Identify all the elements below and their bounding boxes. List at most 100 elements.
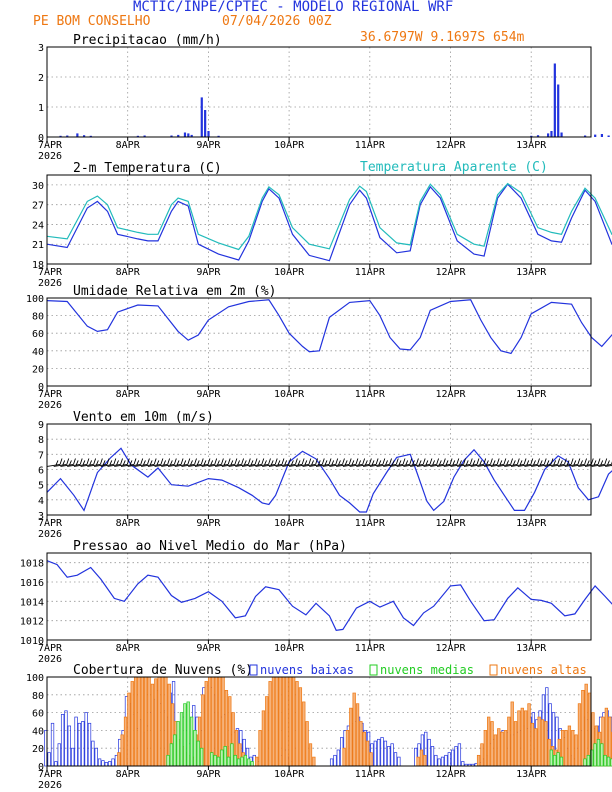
wind-barb-feather [200, 458, 204, 465]
wind-barb-shaft [484, 464, 498, 467]
wind-barb-feather [590, 458, 594, 465]
cloud-bar-nuvens-altas [154, 678, 158, 767]
wind-barb [436, 458, 453, 467]
cloud-bar-nuvens-baixas [47, 752, 51, 767]
cloud-bar-nuvens-medias [179, 712, 184, 767]
wind-barb-shaft [268, 464, 282, 467]
cloud-bar-nuvens-medias [243, 754, 248, 767]
wind-barb [94, 458, 110, 467]
cloud-bar-nuvens-altas [544, 721, 548, 767]
x-tick-label: 10APR [274, 769, 305, 780]
cloud-bar-nuvens-altas [524, 710, 528, 767]
wind-barb-shaft [53, 464, 67, 467]
wind-barb-feather [355, 458, 359, 465]
wind-barb-shaft [94, 464, 108, 467]
series-line [46, 299, 612, 355]
cloud-bar-nuvens-altas [278, 676, 282, 767]
x-tick-label: 7APR [38, 140, 63, 151]
wind-barb [410, 458, 426, 467]
wind-barb-feather [449, 458, 453, 465]
cloud-bar-nuvens-altas [500, 731, 504, 767]
wind-barb [517, 458, 534, 467]
wind-barb-feather [499, 460, 503, 466]
cloud-bar-nuvens-baixas [108, 761, 112, 767]
y-tick-label: 3 [38, 43, 44, 54]
wind-barb-feather [69, 460, 72, 466]
wind-barb-shaft [127, 464, 141, 467]
wind-barb-feather [550, 458, 554, 465]
x-tick-label: 13APR [516, 643, 547, 654]
wind-barb-feather [577, 458, 581, 465]
wind-barb-feather [102, 460, 106, 466]
cloud-bar-nuvens-altas [487, 716, 491, 767]
x-tick-label: 12APR [435, 389, 466, 400]
cloud-bar-nuvens-medias [559, 756, 564, 767]
wind-barb-feather [395, 458, 399, 465]
wind-barb-feather [485, 460, 489, 466]
x-tick-label: 7APR [38, 643, 63, 654]
wind-barb-shaft [430, 464, 444, 467]
wind-barb-feather [237, 460, 240, 466]
x-tick-label: 13APR [516, 267, 547, 278]
wind-barb-shaft [73, 464, 87, 467]
cloud-bar-nuvens-altas [493, 734, 498, 767]
cloud-bar-nuvens-altas [157, 676, 161, 767]
cloud-bar-nuvens-altas [490, 721, 494, 767]
wind-barb [215, 458, 231, 467]
cloud-bar-nuvens-baixas [54, 761, 58, 767]
cloud-bar-nuvens-medias [176, 721, 180, 767]
wind-barb-feather [344, 460, 348, 466]
wind-barb-shaft [457, 464, 471, 467]
wind-barb-feather [328, 458, 332, 465]
precip-bar [207, 131, 210, 137]
x-tick-label: 13APR [516, 140, 547, 151]
cloud-bar-nuvens-altas [137, 676, 141, 767]
plot-frame [46, 552, 592, 641]
precip-bar [217, 135, 220, 137]
wind-barb [275, 458, 292, 467]
cloud-bar-nuvens-baixas [84, 712, 88, 767]
cloud-bar-nuvens-altas [359, 721, 363, 767]
precip-bar [190, 134, 193, 137]
cloud-bar-nuvens-altas [133, 676, 138, 767]
cloud-bar-nuvens-baixas [329, 758, 334, 767]
wind-barb-feather [438, 460, 442, 466]
wind-barb-shaft [490, 464, 504, 467]
wind-barb-feather [553, 460, 557, 466]
cloud-bar-nuvens-altas [302, 701, 306, 767]
wind-barb-shaft [342, 464, 356, 467]
wind-barb-feather [203, 460, 207, 466]
cloud-bar-nuvens-altas [261, 710, 266, 767]
cloud-bar-nuvens-altas [120, 734, 124, 767]
wind-barb-feather [116, 460, 119, 466]
cloud-bar-nuvens-altas [537, 716, 541, 767]
y-tick-label: 27 [32, 201, 44, 212]
wind-barb-feather [315, 458, 318, 465]
cloud-bar-nuvens-baixas [336, 749, 340, 767]
wind-barb-feather [270, 460, 274, 466]
cloud-bar-nuvens-baixas [387, 746, 391, 767]
x-tick-label: 11APR [355, 518, 386, 529]
wind-barb-shaft [181, 464, 195, 467]
cloud-bar-nuvens-baixas [373, 740, 377, 767]
panel-title: Precipitacao (mm/h) [73, 33, 222, 48]
wind-barb-feather [425, 460, 429, 466]
wind-barb-shaft [154, 464, 168, 467]
wind-barb-shaft [228, 464, 242, 467]
wind-barb [262, 458, 278, 467]
cloud-bar-nuvens-medias [600, 743, 604, 767]
cloud-bar-nuvens-baixas [101, 760, 105, 767]
wind-barb-feather [422, 458, 426, 465]
cloud-bar-nuvens-medias [226, 756, 231, 767]
cloud-bar-nuvens-altas [288, 676, 292, 767]
cloud-bar-nuvens-altas [127, 692, 131, 767]
wind-barb-feather [573, 460, 577, 466]
wind-barb-feather [432, 460, 436, 466]
wind-barb-feather [391, 460, 395, 466]
wind-barb-feather [190, 460, 193, 466]
wind-barb-feather [382, 458, 386, 465]
wind-barb [564, 458, 581, 467]
y-tick-label: 100 [26, 294, 44, 305]
cloud-bar-nuvens-altas [567, 725, 572, 767]
cloud-bar-nuvens-medias [173, 734, 177, 767]
